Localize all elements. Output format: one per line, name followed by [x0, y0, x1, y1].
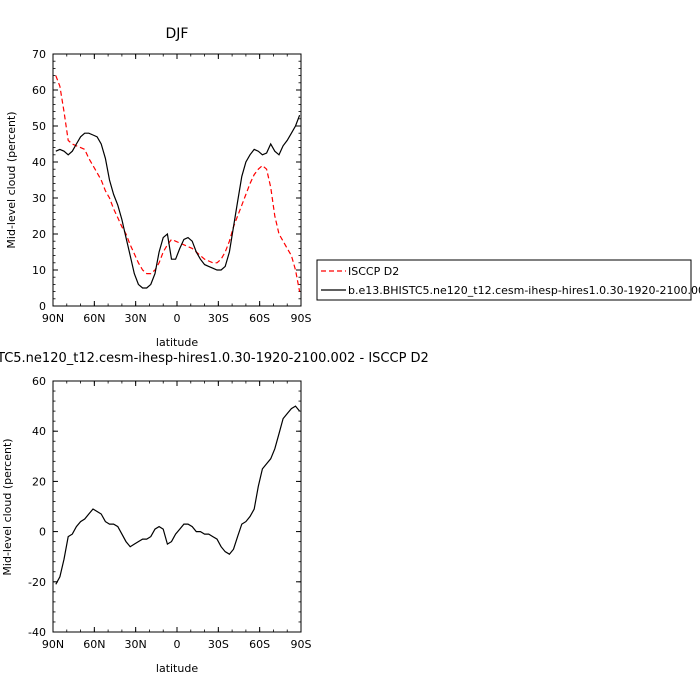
- top-ytick-label-3: 30: [32, 192, 46, 205]
- top-plot-frame: [52, 53, 302, 307]
- bottom-ytick-label-4: 40: [32, 425, 46, 438]
- top-series-group: [55, 75, 301, 292]
- bottom-xtick-label-2: 30N: [125, 638, 147, 651]
- legend-box: [316, 259, 692, 301]
- top-ytick-label-4: 40: [32, 156, 46, 169]
- top-ytick-label-2: 20: [32, 228, 46, 241]
- top-xtick-label-1: 60N: [83, 312, 105, 325]
- top-ytick-label-5: 50: [32, 120, 46, 133]
- bottom-series-group: [55, 405, 301, 585]
- bottom-series-line-0: [55, 405, 301, 585]
- bottom-ytick-label-0: -40: [28, 626, 46, 639]
- bottom-panel: b.e13.BHISTC5.ne120_t12.cesm-ihesp-hires…: [0, 351, 429, 675]
- top-ytick-label-6: 60: [32, 84, 46, 97]
- top-series-line-0: [55, 75, 301, 292]
- bottom-xtick-label-4: 30S: [208, 638, 229, 651]
- bottom-chart-title: b.e13.BHISTC5.ne120_t12.cesm-ihesp-hires…: [0, 351, 429, 366]
- legend: ISCCP D2 b.e13.BHISTC5.ne120_t12.cesm-ih…: [316, 259, 700, 301]
- top-xtick-label-5: 60S: [249, 312, 270, 325]
- bottom-ytick-label-2: 0: [39, 526, 46, 539]
- top-y-axis: 0 10 20 30 40 50 60 70: [32, 48, 301, 313]
- bottom-xtick-label-6: 90S: [291, 638, 312, 651]
- legend-label-model: b.e13.BHISTC5.ne120_t12.cesm-ihesp-hires…: [348, 284, 700, 297]
- top-xtick-label-0: 90N: [42, 312, 64, 325]
- top-series-line-1: [55, 114, 301, 289]
- top-xtick-label-3: 0: [174, 312, 181, 325]
- top-ytick-label-0: 0: [39, 300, 46, 313]
- bottom-ytick-label-3: 20: [32, 475, 46, 488]
- top-x-axis: 90N 60N 30N 0 30S 60S 90S: [42, 54, 312, 325]
- top-x-axis-label: latitude: [156, 336, 198, 349]
- bottom-xtick-label-1: 60N: [83, 638, 105, 651]
- bottom-x-axis-label: latitude: [156, 662, 198, 675]
- legend-label-isccp: ISCCP D2: [348, 265, 399, 278]
- bottom-y-axis-label: Mid-level cloud (percent): [1, 438, 14, 575]
- top-xtick-label-6: 90S: [291, 312, 312, 325]
- top-chart-title: DJF: [166, 26, 189, 42]
- bottom-y-axis: -40 -20 0 20 40 60: [28, 375, 301, 639]
- top-xtick-label-4: 30S: [208, 312, 229, 325]
- top-xtick-label-2: 30N: [125, 312, 147, 325]
- bottom-xtick-label-0: 90N: [42, 638, 64, 651]
- bottom-xtick-label-5: 60S: [249, 638, 270, 651]
- top-ytick-label-7: 70: [32, 48, 46, 61]
- top-ytick-label-1: 10: [32, 264, 46, 277]
- bottom-ytick-label-1: -20: [28, 576, 46, 589]
- bottom-plot-frame: [52, 380, 302, 633]
- top-y-axis-label: Mid-level cloud (percent): [5, 111, 18, 248]
- bottom-xtick-label-3: 0: [174, 638, 181, 651]
- bottom-ytick-label-5: 60: [32, 375, 46, 388]
- bottom-x-axis: 90N 60N 30N 0 30S 60S 90S: [42, 381, 312, 651]
